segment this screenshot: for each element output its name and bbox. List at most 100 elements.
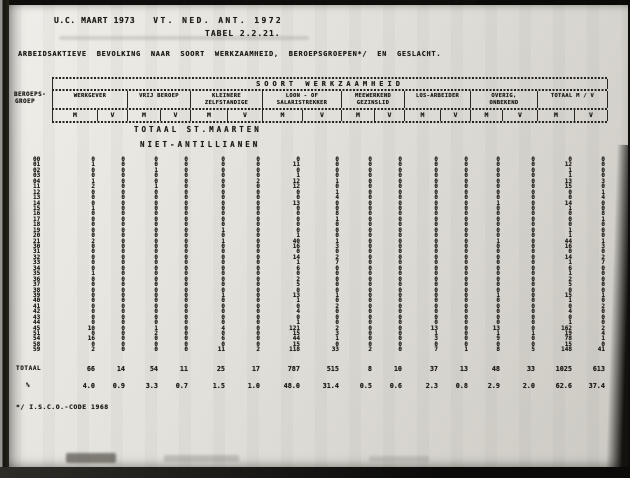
cell: 0 — [256, 313, 260, 321]
table-row: 37 0 0 0 0 0 0 5 0 0 0 0 0 0 0 5 0 — [30, 281, 607, 289]
cell: 0 — [398, 291, 402, 299]
cell: 0 — [496, 313, 500, 321]
cell: 0 — [184, 346, 188, 354]
cell: 1 — [296, 172, 300, 180]
cell: 1 — [568, 270, 572, 278]
cell: 0 — [368, 281, 372, 289]
column-group-header: OVERIG, ONBEKEND — [470, 91, 537, 108]
cell: 0 — [121, 335, 125, 343]
cell: 3.3 — [145, 382, 158, 390]
table-row: 36 0 0 0 0 0 0 2 0 0 0 0 0 0 0 2 0 — [30, 276, 607, 283]
cell: 2 — [256, 346, 260, 354]
cell: 0 — [398, 335, 402, 343]
cell: 1 — [601, 237, 605, 245]
cell: 0 — [464, 210, 468, 218]
cell: 0 — [434, 237, 438, 245]
cell: 40 — [292, 237, 300, 245]
column-group-header: KLEINERE ZELFSTANDIGE — [190, 91, 262, 108]
cell: 19 — [564, 330, 572, 337]
cell: 0 — [154, 264, 158, 272]
cell: 54 — [149, 365, 158, 373]
cell: 8 — [601, 210, 605, 218]
row-code: 04 — [33, 177, 41, 185]
cell: 0 — [496, 243, 500, 250]
cell: 0 — [221, 183, 225, 191]
cell: 0 — [184, 286, 188, 294]
census-label: VT. NED. ANT. 1972 — [153, 16, 284, 25]
cell: 0 — [601, 226, 605, 234]
cell: 0 — [464, 330, 468, 337]
cell: 0 — [568, 302, 572, 310]
cell: 0 — [154, 188, 158, 196]
cell: 0 — [601, 248, 605, 256]
cell: 1 — [568, 226, 572, 234]
cell: 0 — [531, 183, 535, 191]
table-row: 18 0 0 0 0 0 0 0 0 0 0 0 0 0 0 0 0 — [30, 221, 607, 229]
cell: 44 — [564, 237, 572, 245]
cell: 0 — [221, 221, 225, 229]
table-row: 02 0 0 1 0 0 0 0 0 0 0 0 0 0 0 1 0 — [30, 166, 607, 174]
cell: 0 — [434, 156, 438, 163]
cell: 0 — [184, 248, 188, 256]
cell: 0 — [531, 324, 535, 332]
cell: 0 — [434, 340, 438, 348]
cell: 0 — [368, 243, 372, 250]
cell: 0 — [398, 194, 402, 202]
cell: 0 — [91, 232, 95, 240]
cell: 0 — [434, 313, 438, 321]
cell: 0 — [91, 286, 95, 294]
cell: 0 — [434, 281, 438, 289]
cell: 0 — [368, 166, 372, 174]
cell: 11 — [217, 346, 225, 354]
cell: 0 — [256, 319, 260, 327]
cell: 16 — [564, 243, 572, 250]
cell: 0 — [256, 270, 260, 278]
cell: 0 — [434, 204, 438, 212]
cell: 0 — [398, 330, 402, 337]
row-code: 16 — [33, 210, 41, 218]
cell: 0 — [398, 177, 402, 185]
cell: 1 — [154, 183, 158, 191]
cell: 0 — [398, 340, 402, 348]
cell: 0 — [434, 210, 438, 218]
cell: 0 — [335, 286, 339, 294]
cell: 0 — [368, 270, 372, 278]
cell: 0 — [91, 215, 95, 223]
cell: 0 — [368, 340, 372, 348]
cell: 0 — [154, 204, 158, 212]
cell: 0 — [91, 291, 95, 299]
cell: 0 — [121, 291, 125, 299]
cell: 1 — [496, 199, 500, 207]
cell: 0 — [184, 166, 188, 174]
cell: 0 — [154, 335, 158, 343]
cell: 0 — [464, 156, 468, 163]
cell: 0 — [121, 188, 125, 196]
cell: 0 — [368, 286, 372, 294]
cell: 0 — [154, 232, 158, 240]
cell: 0 — [335, 221, 339, 229]
cell: 0 — [368, 183, 372, 191]
cell: 1 — [91, 177, 95, 185]
group-label-line1: VRIJ BEROEP — [139, 93, 179, 99]
cell: 0 — [464, 194, 468, 202]
cell: 1 — [296, 259, 300, 267]
cell: 118 — [289, 346, 300, 354]
cell: 0 — [221, 248, 225, 256]
table-row: 00 0 0 0 0 0 0 0 0 0 0 0 0 0 0 0 0 — [30, 156, 607, 163]
cell: 0 — [398, 156, 402, 163]
cell: 0 — [91, 297, 95, 305]
cell: 0 — [531, 335, 535, 343]
table-row: 42 0 0 0 0 0 0 4 0 0 0 0 0 0 0 4 0 — [30, 308, 607, 315]
cell: 0 — [496, 319, 500, 327]
cell: 0 — [434, 264, 438, 272]
cell: 2 — [601, 302, 605, 310]
cell: 0 — [121, 232, 125, 240]
cell: 0 — [121, 221, 125, 229]
cell: 15 — [292, 340, 300, 348]
subcol-label: M — [404, 110, 440, 121]
cell: 0 — [398, 253, 402, 261]
cell: 0 — [121, 199, 125, 207]
cell: 48 — [491, 365, 500, 373]
cell: 4 — [221, 324, 225, 332]
table-row: 38 0 0 0 0 0 0 0 0 0 0 0 0 0 0 0 0 — [30, 286, 607, 294]
